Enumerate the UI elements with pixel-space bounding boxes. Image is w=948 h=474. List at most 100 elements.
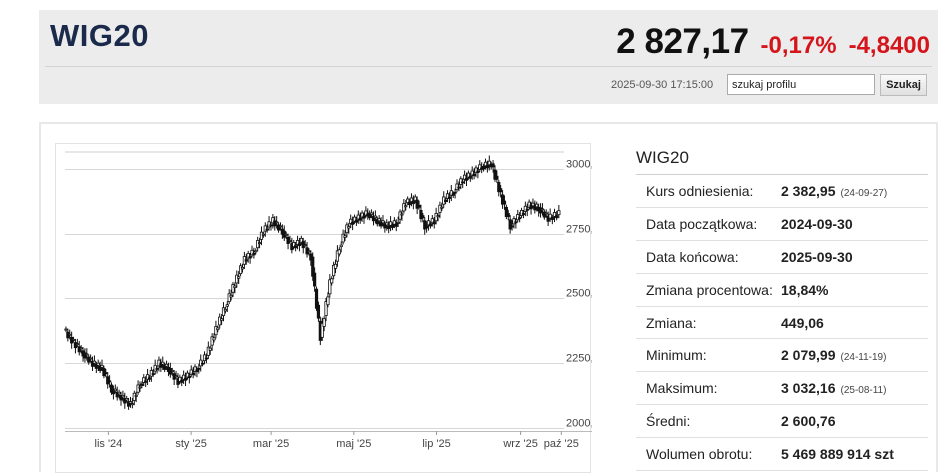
candle-body <box>284 233 288 236</box>
candle-body <box>481 165 486 170</box>
candle-body <box>313 272 317 287</box>
candle-body <box>288 240 292 242</box>
stats-label: Data końcowa: <box>636 240 781 274</box>
candle-body <box>527 201 531 208</box>
candle-body <box>134 394 138 397</box>
profile-search-input[interactable] <box>727 74 875 95</box>
candle-body <box>322 318 326 327</box>
candle-body <box>421 215 425 219</box>
candle-body <box>349 218 353 224</box>
candle-body <box>330 278 334 284</box>
candle-body <box>497 182 501 193</box>
candle-body <box>170 370 174 372</box>
y-tick-label: 2500,00 <box>566 288 592 300</box>
stats-value: 2 600,76 <box>781 404 928 438</box>
stats-value-number: 2 382,95 <box>781 183 836 200</box>
candle-body <box>525 208 529 211</box>
candle-body <box>550 216 554 220</box>
candle-body <box>535 203 539 208</box>
candle-body <box>115 391 119 398</box>
stats-row: Średni: 2 600,76 <box>636 404 928 438</box>
candle-body <box>381 220 385 224</box>
candle-body <box>119 394 123 401</box>
candle-body <box>263 225 267 232</box>
candle-body <box>246 253 250 259</box>
quote-timestamp: 2025-09-30 17:15:00 <box>611 79 714 91</box>
price-row: 2 827,17 -0,17% -4,8400 <box>616 22 930 62</box>
stats-value: 2024-09-30 <box>781 207 928 242</box>
candle-body <box>523 205 527 212</box>
y-tick-label: 3000,00 <box>566 159 592 171</box>
candle-body <box>94 363 98 369</box>
candle-body <box>538 207 543 214</box>
candle-body <box>218 316 222 326</box>
candle-body <box>500 194 505 205</box>
stats-label: Minimum: <box>636 338 781 373</box>
candle-body <box>335 250 340 262</box>
candle-body <box>542 211 546 218</box>
candle-body <box>487 160 491 166</box>
stats-title: WIG20 <box>636 144 928 175</box>
candle-body <box>483 161 488 167</box>
candle-body <box>311 256 315 277</box>
stats-row: Kurs odniesienia: 2 382,95 (24-09-27) <box>636 175 928 209</box>
candle-body <box>161 361 165 365</box>
stats-value-number: 2 079,99 <box>781 347 836 364</box>
candle-body <box>299 237 303 243</box>
stats-date: (24-09-27) <box>840 188 888 200</box>
candle-body <box>125 398 129 401</box>
candle-body <box>506 213 510 218</box>
stats-row: Zmiana: 449,06 <box>636 306 928 340</box>
candle-body <box>508 219 512 230</box>
candle-body <box>117 391 121 395</box>
stats-value: 5 469 889 914 szt <box>781 437 928 471</box>
candle-body <box>316 304 321 319</box>
candle-body <box>206 346 210 356</box>
x-tick-label: wrz '25 <box>502 438 538 450</box>
candle-body <box>332 264 336 277</box>
candle-body <box>466 172 471 178</box>
candle-body <box>212 337 216 341</box>
stats-row: Maksimum: 3 032,16 (25-08-11) <box>636 371 928 406</box>
price-chart[interactable]: 3000,00 2750,00 2500,00 2250,00 2000,00 lis '… <box>55 143 592 473</box>
candle-body <box>394 223 398 227</box>
candle-body <box>373 215 377 219</box>
y-tick-label: 2750,00 <box>566 224 592 236</box>
candle-body <box>195 369 199 372</box>
stats-row: Data końcowa: 2025-09-30 <box>636 240 928 274</box>
candle-body <box>449 190 453 196</box>
x-tick-label: sty '25 <box>175 438 206 450</box>
x-tick-label: lis '24 <box>95 438 123 450</box>
candle-body <box>463 174 467 180</box>
stats-label: Zmiana: <box>636 306 781 340</box>
candle-body <box>461 181 465 184</box>
candle-body <box>244 259 248 262</box>
candle-body <box>555 215 559 219</box>
candle-body <box>383 223 387 229</box>
candle-body <box>510 225 514 228</box>
search-button[interactable]: Szukaj <box>880 74 927 96</box>
candle-body <box>265 228 269 231</box>
candle-body <box>269 224 273 227</box>
stats-row: Wolumen obrotu: 5 469 889 914 szt <box>636 437 928 471</box>
candle-body <box>440 206 444 209</box>
candle-body <box>193 366 197 372</box>
candle-body <box>189 369 193 376</box>
candle-body <box>106 376 110 385</box>
current-price: 2 827,17 <box>616 22 749 61</box>
candle-body <box>182 374 186 380</box>
candle-body <box>406 198 410 204</box>
candle-body <box>326 296 330 306</box>
candle-body <box>121 394 125 398</box>
stats-value-number: 2 600,76 <box>781 412 836 429</box>
candle-body <box>147 377 152 380</box>
candle-body <box>235 274 239 284</box>
candle-body <box>529 204 533 210</box>
x-tick-label: lip '25 <box>422 438 450 450</box>
candle-body <box>113 388 117 392</box>
stats-value: 2 079,99 (24-11-19) <box>781 338 928 373</box>
candle-body <box>216 327 220 330</box>
candle-body <box>368 212 372 219</box>
candle-body <box>204 357 209 360</box>
candle-body <box>426 220 431 226</box>
